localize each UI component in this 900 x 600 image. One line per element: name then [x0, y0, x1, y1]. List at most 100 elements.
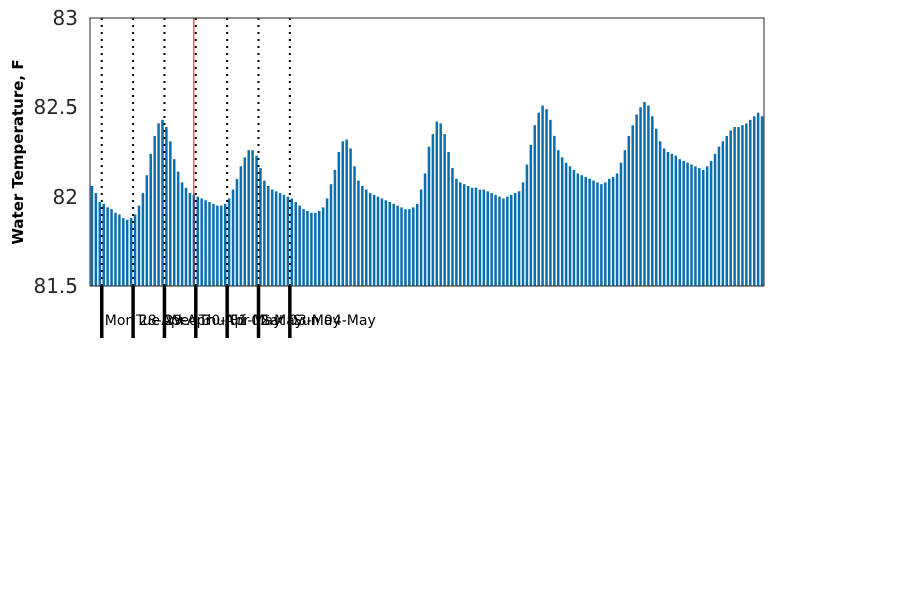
- bar: [560, 157, 564, 286]
- bar: [604, 182, 607, 286]
- y-tick-label: 82.5: [33, 95, 78, 119]
- bar: [725, 135, 729, 286]
- bar: [686, 162, 689, 286]
- bar: [553, 135, 556, 286]
- bar: [615, 173, 619, 286]
- bar: [698, 168, 701, 286]
- bar: [584, 177, 587, 286]
- bar: [607, 178, 611, 286]
- y-tick-label: 83: [53, 6, 78, 30]
- bar: [568, 166, 572, 286]
- bar: [204, 200, 207, 286]
- bar: [435, 121, 439, 286]
- bar: [290, 198, 294, 286]
- y-axis-label: Water Temperature, F: [9, 59, 27, 244]
- bar: [451, 168, 454, 286]
- bar: [263, 180, 266, 286]
- bar: [357, 180, 360, 286]
- bar: [235, 178, 239, 286]
- bar: [98, 202, 102, 286]
- plot-area-frame: [89, 17, 765, 287]
- bar-series: [90, 101, 764, 287]
- bar: [270, 189, 274, 286]
- bar: [541, 105, 544, 286]
- bar: [654, 128, 658, 286]
- bar: [412, 207, 415, 286]
- bar: [549, 119, 552, 286]
- bar: [184, 187, 188, 286]
- bar: [670, 153, 674, 286]
- bar: [427, 146, 431, 286]
- day-label: Sun 04-May: [293, 313, 376, 329]
- bar: [741, 125, 744, 286]
- bar: [282, 194, 286, 286]
- bar: [482, 189, 486, 286]
- bar: [125, 219, 129, 286]
- bar: [443, 134, 446, 286]
- bar: [557, 150, 560, 286]
- bar: [537, 112, 540, 286]
- bar: [419, 189, 423, 286]
- bar: [114, 212, 117, 286]
- bar: [756, 112, 760, 286]
- bar: [576, 173, 580, 286]
- bar: [466, 185, 470, 286]
- bar: [635, 114, 638, 286]
- bar: [137, 205, 141, 286]
- bar: [415, 203, 419, 286]
- bar: [274, 191, 278, 286]
- bar: [169, 141, 172, 286]
- bar: [176, 171, 180, 286]
- bar: [619, 162, 623, 286]
- bar: [341, 141, 345, 286]
- bar: [404, 209, 407, 286]
- bar: [165, 126, 168, 287]
- bar: [122, 218, 125, 286]
- bar: [678, 159, 682, 286]
- bar: [129, 218, 133, 286]
- bar: [255, 155, 258, 286]
- bar: [713, 153, 717, 286]
- bar: [647, 105, 650, 286]
- bar: [717, 146, 721, 286]
- bar: [682, 160, 685, 286]
- y-axis: 83 82.5 82 81.5: [33, 6, 78, 298]
- bar: [564, 162, 568, 286]
- bar: [321, 207, 325, 286]
- bar: [239, 166, 243, 286]
- y-tick-label: 81.5: [33, 274, 78, 298]
- bar: [749, 119, 752, 286]
- bar: [529, 144, 533, 286]
- bar: [502, 198, 505, 286]
- bar: [666, 152, 670, 286]
- bar: [580, 175, 584, 286]
- bar: [506, 196, 509, 286]
- bar: [611, 177, 615, 286]
- bar: [623, 150, 627, 286]
- bar: [545, 109, 548, 287]
- bar: [110, 209, 113, 286]
- bar: [259, 168, 262, 286]
- bar: [396, 205, 399, 286]
- bar: [439, 123, 442, 286]
- bar: [658, 141, 662, 286]
- bar: [423, 173, 427, 286]
- bar: [208, 202, 211, 286]
- bar: [267, 185, 270, 286]
- bar: [494, 194, 497, 286]
- bar: [310, 212, 313, 286]
- bar: [337, 152, 341, 286]
- bar: [462, 184, 466, 286]
- bar: [227, 198, 231, 286]
- bar: [118, 214, 121, 286]
- bar: [294, 202, 297, 286]
- bar: [498, 196, 501, 286]
- bar: [690, 164, 693, 286]
- bar: [431, 134, 435, 286]
- bar: [251, 150, 254, 286]
- bar: [247, 150, 250, 286]
- bar: [216, 205, 219, 286]
- bar: [455, 178, 458, 286]
- bar: [90, 185, 94, 286]
- bar: [384, 200, 388, 286]
